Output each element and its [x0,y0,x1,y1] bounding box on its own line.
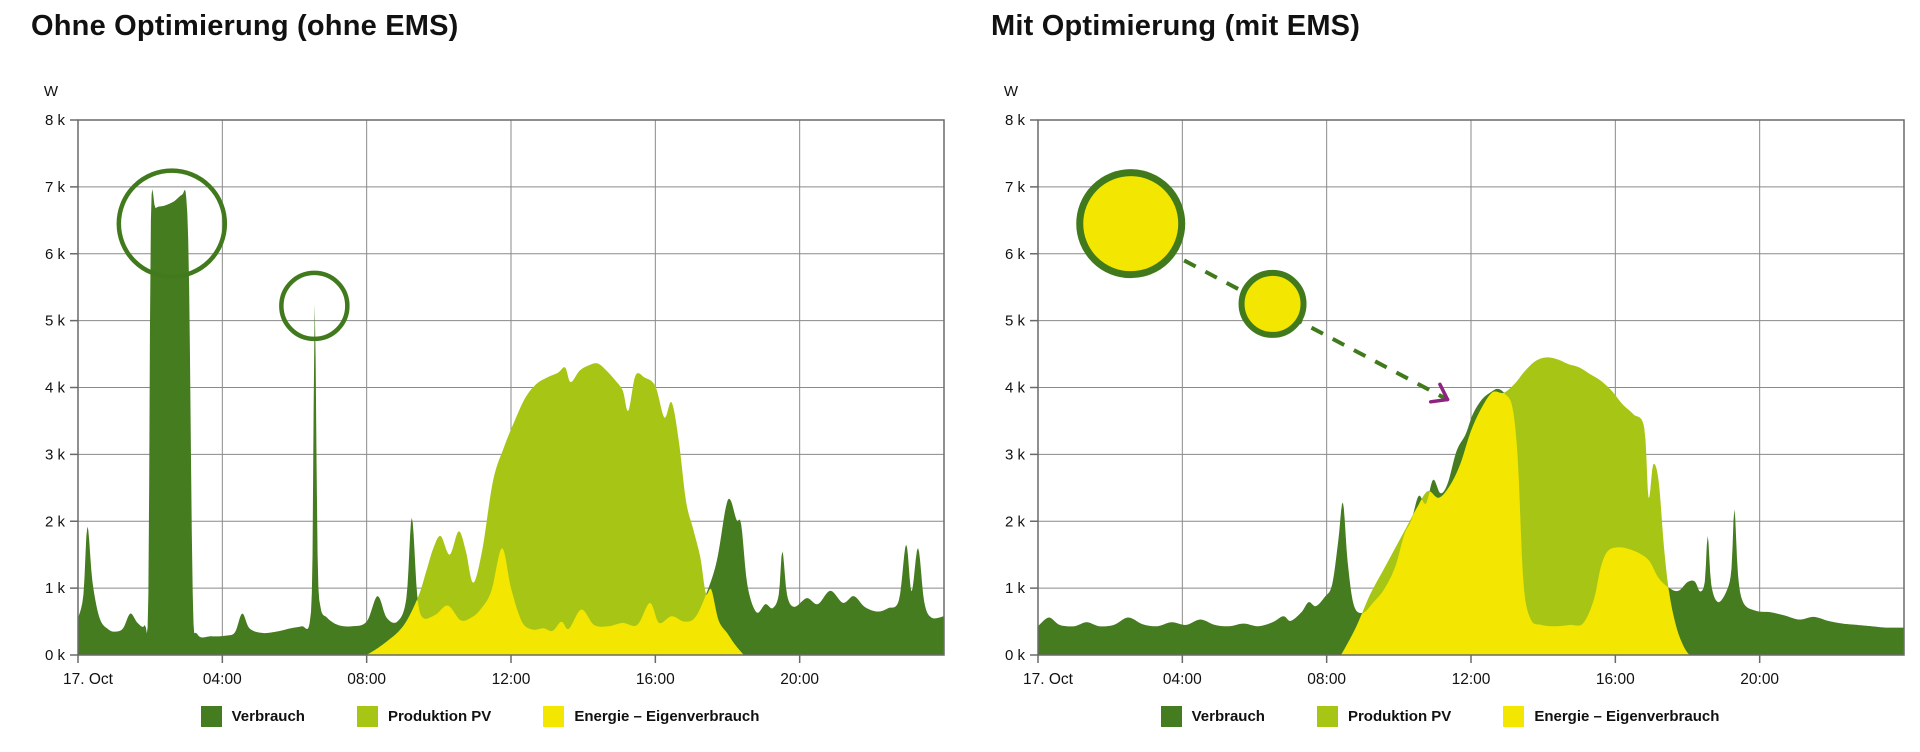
y-tick-label: 5 k [45,313,66,330]
legend-label: Verbrauch [1191,708,1265,725]
chart-title-with-ems: Mit Optimierung (mit EMS) [991,10,1361,42]
legend-label: Verbrauch [231,708,305,725]
y-axis-unit-label: W [44,83,59,100]
x-tick-label: 17. Oct [1023,671,1074,688]
y-tick-label: 6 k [45,246,66,263]
shift-arrow-dashed-line [1183,258,1449,402]
chart-title-without-ems: Ohne Optimierung (ohne EMS) [31,10,459,42]
chart-legend: Verbrauch Produktion PV Energie – Eigenver… [0,706,960,727]
legend-label: Produktion PV [387,708,492,725]
x-tick-label: 16:00 [636,671,675,688]
area-eigenverbrauch [78,548,944,655]
annotations [1076,169,1450,404]
y-tick-label: 8 k [1005,112,1026,129]
chart-legend: Verbrauch Produktion PV Energie – Eigenver… [960,706,1920,727]
sun-circle-icon [1076,169,1186,279]
legend-item: Produktion PV [1316,706,1452,727]
legend-label: Produktion PV [1347,708,1452,725]
chart-svg-with-ems: 0 k 1 k 2 k 3 k 4 k 5 k 6 k 7 k 8 k 17. Oct 04:00 0… [1004,83,1905,688]
y-tick-label: 7 k [45,179,66,196]
y-tick-label: 1 k [45,580,66,597]
axis-labels: 0 k 1 k 2 k 3 k 4 k 5 k 6 k 7 k 8 k 17. Oct 04:00 0… [1004,83,1780,688]
axes-frame [1030,119,1905,663]
chart-panel-with-ems: 0 k 1 k 2 k 3 k 4 k 5 k 6 k 7 k 8 k 17. Oct 04:00 0… [960,0,1920,752]
legend-swatch [1503,706,1525,727]
axis-labels: 0 k 1 k 2 k 3 k 4 k 5 k 6 k 7 k 8 k 17. Oct 04:00 0… [44,83,820,688]
x-tick-label: 12:00 [1452,671,1491,688]
legend-item: Verbrauch [200,706,305,727]
chart-panel-without-ems: 0 k 1 k 2 k 3 k 4 k 5 k 6 k 7 k 8 k 17. Oct 04:00 0… [0,10,960,727]
series-areas [78,188,944,655]
sun-circle-icon [1238,269,1307,338]
x-tick-label: 17. Oct [63,671,114,688]
legend-item: Energie – Eigenverbrauch [543,706,759,727]
y-axis-unit-label: W [1004,83,1019,100]
legend-item: Energie – Eigenverbrauch [1503,706,1719,727]
legend-item: Produktion PV [356,706,492,727]
legend-label: Energie – Eigenverbrauch [1534,708,1720,725]
x-tick-label: 16:00 [1596,671,1635,688]
legend-item: Verbrauch [1160,706,1265,727]
y-tick-label: 6 k [1005,246,1026,263]
x-tick-label: 08:00 [1307,671,1346,688]
y-tick-label: 5 k [1005,313,1026,330]
y-tick-label: 2 k [45,513,66,530]
area-verbrauch [78,188,944,655]
y-tick-label: 4 k [45,380,66,397]
legend-swatch [356,706,378,727]
y-tick-label: 2 k [1005,513,1026,530]
x-tick-label: 20:00 [780,671,819,688]
shift-arrow-head-icon [1438,382,1450,402]
highlight-circle-icon [116,168,228,279]
legend-swatch [543,706,565,727]
axes-frame [70,119,945,663]
y-tick-label: 0 k [1005,647,1026,664]
x-tick-label: 08:00 [347,671,386,688]
y-tick-label: 1 k [1005,580,1026,597]
area-produktion-pv [366,363,744,655]
y-tick-label: 7 k [1005,179,1026,196]
y-tick-label: 8 k [45,112,66,129]
y-tick-label: 0 k [45,647,66,664]
annotations [116,168,350,342]
x-tick-label: 20:00 [1740,671,1779,688]
x-tick-label: 04:00 [1163,671,1202,688]
x-tick-label: 04:00 [203,671,242,688]
y-tick-label: 4 k [1005,380,1026,397]
grid-lines [78,120,944,655]
legend-swatch [200,706,222,727]
legend-swatch [1160,706,1182,727]
area-eigenverbrauch [1038,391,1904,655]
y-tick-label: 3 k [45,446,66,463]
highlight-circle-icon [279,270,350,342]
legend-swatch [1316,706,1338,727]
y-tick-label: 3 k [1005,446,1026,463]
series-areas [1038,357,1904,655]
x-tick-label: 12:00 [492,671,531,688]
shift-arrow-head-icon [1428,397,1450,404]
legend-label: Energie – Eigenverbrauch [574,708,760,725]
chart-svg-without-ems: 0 k 1 k 2 k 3 k 4 k 5 k 6 k 7 k 8 k 17. Oct 04:00 0… [44,83,945,688]
